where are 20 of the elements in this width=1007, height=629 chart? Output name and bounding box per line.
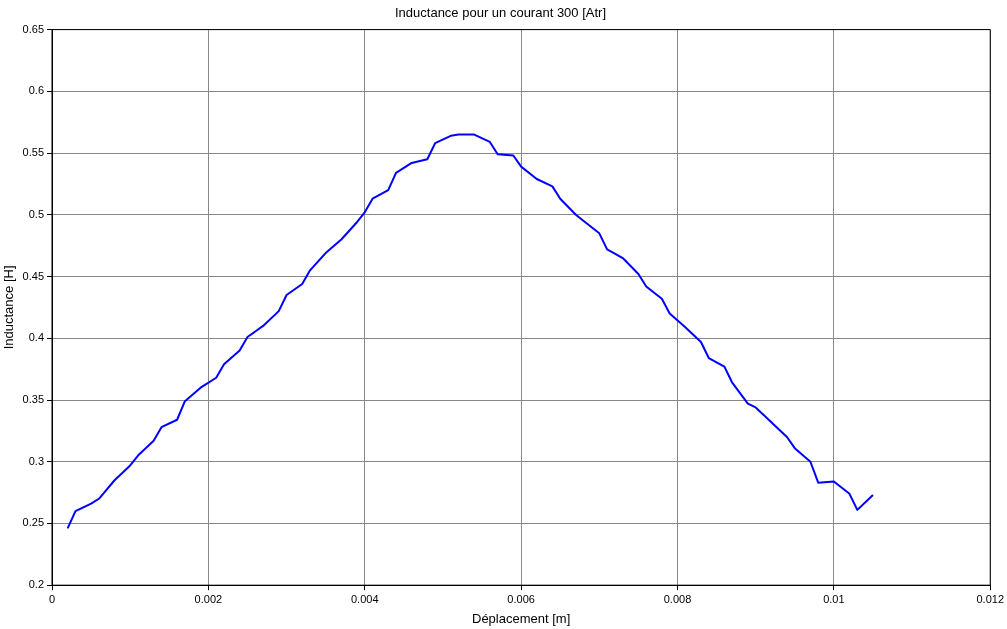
y-tick-label: 0.25: [22, 516, 45, 529]
x-tick-label: 0.002: [194, 592, 223, 605]
y-tick-label: 0.45: [22, 269, 45, 282]
x-tick-label: 0.006: [507, 592, 535, 605]
y-tick-label: 0.4: [28, 331, 45, 344]
x-tick-label: 0.012: [976, 592, 1004, 605]
chart-title: Inductance pour un courant 300 [Atr]: [394, 5, 607, 21]
y-tick-label: 0.55: [22, 146, 45, 159]
x-tick-label: 0.01: [823, 592, 845, 605]
y-tick-label: 0.35: [22, 393, 45, 406]
y-tick-label: 0.3: [28, 454, 45, 467]
x-tick-label: 0: [48, 592, 56, 605]
y-tick-label: 0.65: [22, 22, 45, 35]
x-tick-label: 0.008: [663, 592, 692, 605]
x-axis-title: Déplacement [m]: [471, 610, 571, 626]
y-axis-title: Inductance [H]: [1, 265, 17, 350]
y-tick-label: 0.2: [28, 578, 45, 591]
x-tick-label: 0.004: [350, 592, 379, 605]
y-tick-label: 0.6: [28, 84, 45, 97]
y-tick-label: 0.5: [28, 207, 45, 220]
